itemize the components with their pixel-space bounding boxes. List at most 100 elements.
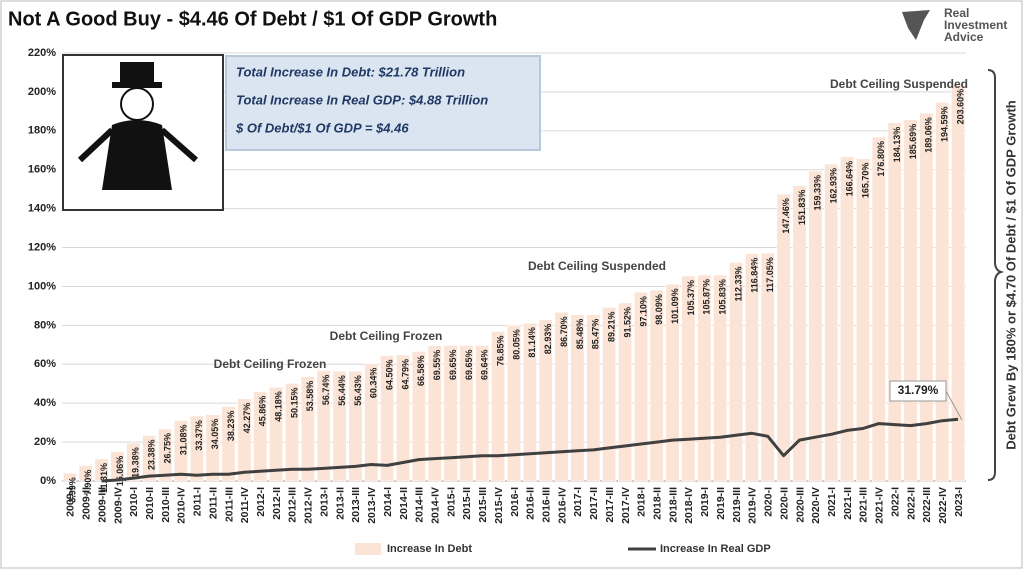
bar-value-label: 64.50%: [384, 360, 394, 391]
bar-value-label: 91.52%: [622, 307, 632, 338]
bar: [285, 383, 299, 482]
x-tick-label: 2018-II: [652, 487, 664, 520]
x-tick-label: 2012-IV: [303, 487, 315, 524]
bar-value-label: 98.09%: [654, 294, 664, 325]
bar: [459, 345, 474, 482]
info-text: Total Increase In Debt: $21.78 Trillion: [236, 64, 465, 79]
bar: [522, 322, 537, 482]
y-tick-label: 80%: [34, 319, 56, 331]
annotation: Debt Ceiling Suspended: [528, 259, 666, 273]
bar: [618, 302, 632, 482]
x-tick-label: 2010-IV: [176, 487, 188, 524]
bar: [364, 363, 379, 482]
bar: [142, 435, 157, 482]
y-tick-label: 0%: [40, 475, 56, 487]
x-tick-label: 2020-IV: [810, 487, 822, 524]
x-tick-label: 2021-I: [826, 487, 838, 517]
bar-value-label: 19.38%: [131, 447, 141, 478]
x-tick-label: 2012-III: [287, 487, 299, 523]
bar-value-label: 203.60%: [955, 89, 965, 125]
bracket: [987, 69, 1005, 481]
bar-value-label: 105.83%: [718, 279, 728, 315]
bar-value-label: 97.10%: [638, 296, 648, 327]
bar-value-label: 185.69%: [908, 124, 918, 160]
bar: [633, 291, 648, 482]
bar: [887, 122, 902, 482]
bar-value-label: 38.23%: [226, 411, 236, 442]
x-tick-label: 2013-I: [318, 487, 330, 517]
bar: [253, 391, 268, 482]
bar-value-label: 176.80%: [876, 141, 886, 177]
bar-value-label: 69.55%: [432, 350, 442, 381]
bar-value-label: 42.27%: [242, 403, 252, 434]
bar-value-label: 117.05%: [765, 257, 775, 292]
hat: [120, 62, 154, 84]
bar-value-label: 69.64%: [480, 350, 490, 381]
x-tick-label: 2011-III: [223, 487, 235, 522]
info-box-bg: [225, 55, 541, 151]
bar: [570, 314, 585, 482]
bar-value-label: 112.33%: [733, 266, 743, 301]
bar: [824, 163, 839, 482]
logo: Real Investment Advice: [902, 6, 1007, 44]
x-tick-label: 2013-II: [334, 487, 346, 520]
annotation: 31.79%: [898, 383, 939, 397]
y-tick-label: 40%: [34, 397, 56, 409]
bar: [681, 275, 696, 482]
annotation: Debt Ceiling Frozen: [330, 329, 443, 343]
bar-value-label: 159.33%: [813, 175, 823, 211]
x-tick-label: 2022-III: [921, 487, 933, 523]
hat-brim: [112, 82, 162, 88]
x-tick-label: 2015-III: [477, 487, 489, 523]
bar-value-label: 162.93%: [829, 168, 839, 204]
bar-value-label: 69.65%: [464, 349, 474, 380]
x-tick-label: 2010-II: [144, 487, 156, 520]
x-tick-label: 2011-II: [207, 487, 219, 519]
bar: [237, 398, 252, 482]
bar-value-label: 81.14%: [527, 327, 537, 358]
x-tick-label: 2018-IV: [683, 487, 695, 524]
x-tick-label: 2009-II: [81, 487, 93, 520]
face: [120, 87, 154, 121]
x-tick-label: 2022-II: [905, 487, 917, 520]
arms: [77, 127, 198, 163]
bar: [507, 325, 521, 482]
x-tick-label: 2009-IV: [112, 487, 124, 524]
bar: [919, 112, 934, 482]
info-text: Total Increase In Real GDP: $4.88 Trilli…: [236, 92, 488, 107]
bar-value-label: 116.84%: [749, 258, 759, 293]
bar-value-label: 33.37%: [194, 420, 204, 451]
legend-swatch: [355, 543, 381, 555]
bar: [411, 351, 426, 482]
x-tick-label: 2021-II: [842, 487, 854, 520]
callout-leader: [945, 390, 963, 421]
bar: [951, 84, 965, 482]
monopoly-picture: [62, 54, 224, 211]
x-tick-label: 2019-I: [699, 487, 711, 517]
x-tick-label: 2014-IV: [429, 487, 441, 524]
bar: [935, 102, 950, 482]
bar: [205, 414, 220, 482]
x-tick-label: 2020-I: [763, 487, 775, 517]
bar-value-label: 189.06%: [924, 117, 934, 153]
logo-icon: [902, 10, 930, 40]
x-tick-label: 2017-I: [572, 487, 584, 517]
bar: [586, 314, 601, 482]
x-tick-label: 2018-III: [667, 487, 679, 523]
y-tick-label: 20%: [34, 436, 56, 448]
x-tick-label: 2009-III: [96, 487, 108, 523]
x-tick-label: 2022-I: [889, 487, 901, 517]
bar-value-label: 147.46%: [781, 198, 791, 234]
bar: [729, 262, 743, 482]
brand-text: Investment: [944, 18, 1007, 32]
bar: [78, 465, 93, 482]
x-tick-label: 2013-III: [350, 487, 362, 523]
bar: [443, 345, 458, 482]
bar-value-label: 85.47%: [591, 319, 601, 350]
bar: [300, 376, 315, 482]
bar-value-label: 105.87%: [702, 279, 712, 315]
x-tick-label: 2014-I: [382, 487, 394, 517]
annotation: Debt Ceiling Frozen: [214, 357, 327, 371]
bar-value-label: 56.74%: [321, 375, 331, 406]
